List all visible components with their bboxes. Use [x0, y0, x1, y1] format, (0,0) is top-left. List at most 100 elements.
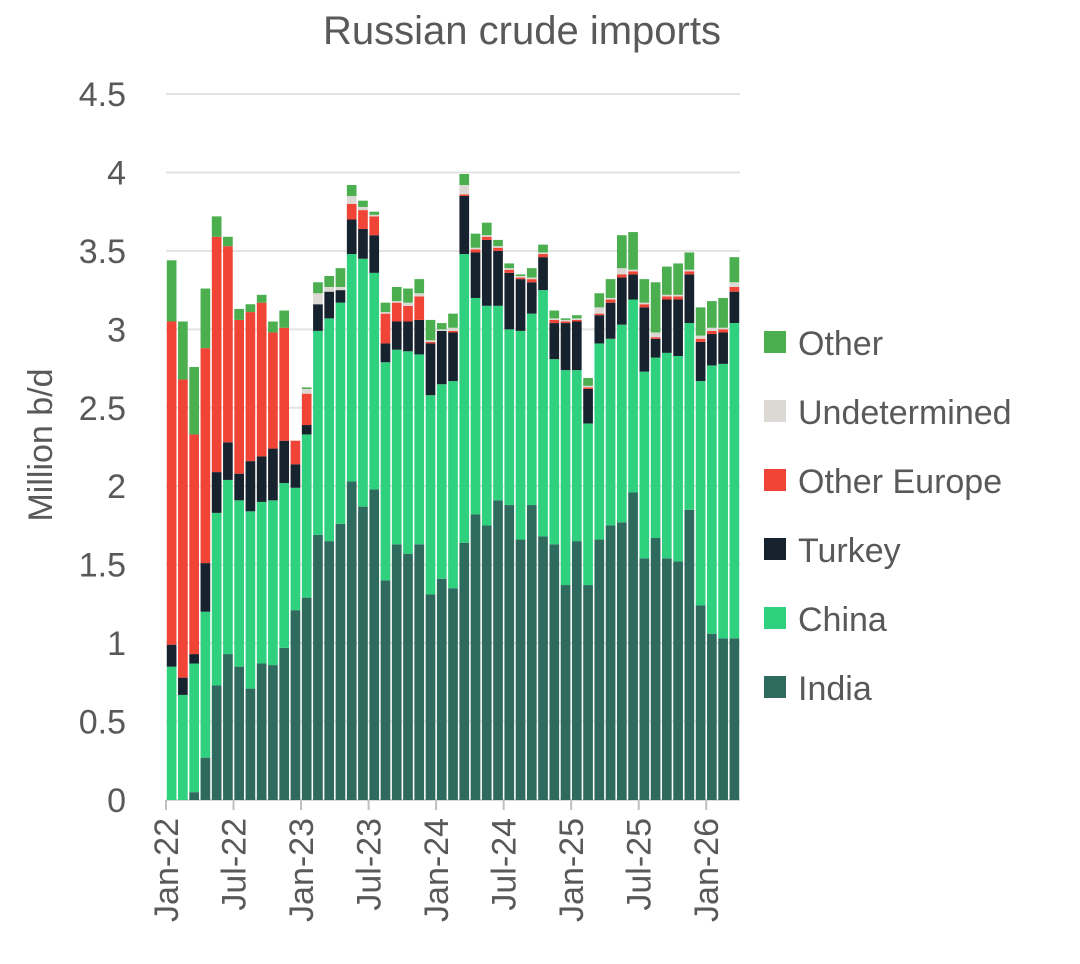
bar-segment: [459, 194, 470, 196]
bar-segment: [436, 384, 447, 579]
bar-segment: [369, 235, 380, 273]
bar-segment: [718, 363, 728, 639]
bar-segment: [707, 334, 717, 366]
bar-segment: [234, 500, 244, 667]
bar-segment: [583, 377, 593, 386]
bar-segment: [695, 335, 706, 339]
bar-segment: [166, 321, 177, 645]
bar-segment: [673, 561, 683, 800]
bar-segment: [583, 423, 593, 586]
bar-segment: [256, 456, 267, 502]
bar-segment: [358, 206, 368, 211]
bar-segment: [526, 505, 537, 800]
y-tick-label: 3: [107, 311, 126, 349]
bar-segment: [279, 310, 290, 328]
bar-segment: [414, 293, 425, 297]
bar-segment: [403, 351, 413, 554]
bar-segment: [414, 279, 425, 294]
bar-segment: [448, 381, 458, 589]
bar-segment: [211, 236, 222, 473]
bar-segment: [538, 254, 548, 258]
bar-segment: [425, 594, 436, 800]
bar-segment: [515, 274, 526, 276]
x-tick-label: Jan-22: [148, 818, 186, 922]
bar-segment: [571, 321, 582, 371]
bar-segment: [313, 304, 323, 331]
bar-segment: [166, 644, 177, 667]
bar-segment: [459, 185, 470, 195]
bar-segment: [324, 286, 335, 292]
bar-segment: [684, 274, 695, 324]
bar-segment: [414, 544, 425, 800]
bar-segment: [380, 362, 391, 581]
bar-segment: [583, 387, 593, 389]
bar-segment: [650, 338, 661, 358]
bar-segment: [358, 200, 368, 207]
bar-segment: [234, 666, 244, 800]
bar-segment: [549, 544, 560, 800]
bar-segment: [425, 395, 436, 595]
bar-segment: [650, 337, 661, 339]
bar-segment: [448, 327, 458, 331]
bar-segment: [662, 299, 672, 353]
bar-segment: [211, 512, 222, 686]
bar-segment: [481, 235, 492, 237]
bar-segment: [639, 558, 650, 800]
bar-segment: [504, 329, 515, 506]
bar-segment: [481, 525, 492, 800]
bar-segment: [313, 534, 323, 800]
bar-segment: [223, 654, 233, 800]
bar-segment: [301, 434, 312, 598]
bar-segment: [729, 291, 740, 324]
y-tick-label: 1: [107, 625, 126, 663]
bar-segment: [684, 252, 695, 270]
bar-segment: [425, 341, 436, 344]
bar-segment: [459, 174, 470, 185]
bar-segment: [403, 305, 413, 322]
bar-segment: [549, 318, 560, 320]
bar-segment: [616, 235, 627, 269]
bar-segment: [707, 330, 717, 335]
bar-segment: [436, 323, 447, 330]
legend-label: Undetermined: [798, 394, 1012, 432]
bar-segment: [358, 210, 368, 229]
bar-segment: [481, 236, 492, 240]
bar-segment: [178, 677, 188, 695]
legend-label: India: [798, 670, 872, 708]
bar-segment: [628, 269, 638, 272]
bar-segment: [583, 585, 593, 800]
bar-segment: [526, 277, 537, 280]
bar-segment: [369, 211, 380, 215]
bar-segment: [639, 279, 650, 303]
bar-segment: [729, 257, 740, 283]
bar-segment: [301, 393, 312, 426]
bar-segment: [245, 312, 256, 462]
bar-segment: [290, 464, 301, 488]
bar-segment: [605, 297, 616, 300]
bar-segment: [616, 277, 627, 325]
bar-segment: [211, 216, 222, 237]
bar-segment: [459, 542, 470, 800]
bar-segment: [200, 348, 211, 564]
x-tick-label: Jan-24: [418, 818, 456, 922]
legend-label: China: [798, 601, 887, 639]
bar-segment: [403, 553, 413, 800]
bar-segment: [223, 246, 233, 443]
bar-segment: [594, 313, 605, 316]
bar-segment: [594, 539, 605, 800]
bar-segment: [313, 282, 323, 294]
y-tick-label: 0.5: [79, 704, 126, 742]
bar-segment: [549, 323, 560, 360]
bars: [166, 174, 740, 800]
bar-segment: [594, 307, 605, 314]
bar-segment: [504, 269, 515, 273]
bar-segment: [662, 266, 672, 295]
bar-segment: [560, 585, 571, 800]
bar-segment: [245, 461, 256, 512]
bar-segment: [335, 302, 346, 524]
bar-segment: [223, 236, 233, 247]
bar-segment: [594, 343, 605, 540]
legend: Other Undetermined Other Europe Turkey China…: [764, 325, 1012, 708]
bar-segment: [358, 506, 368, 800]
